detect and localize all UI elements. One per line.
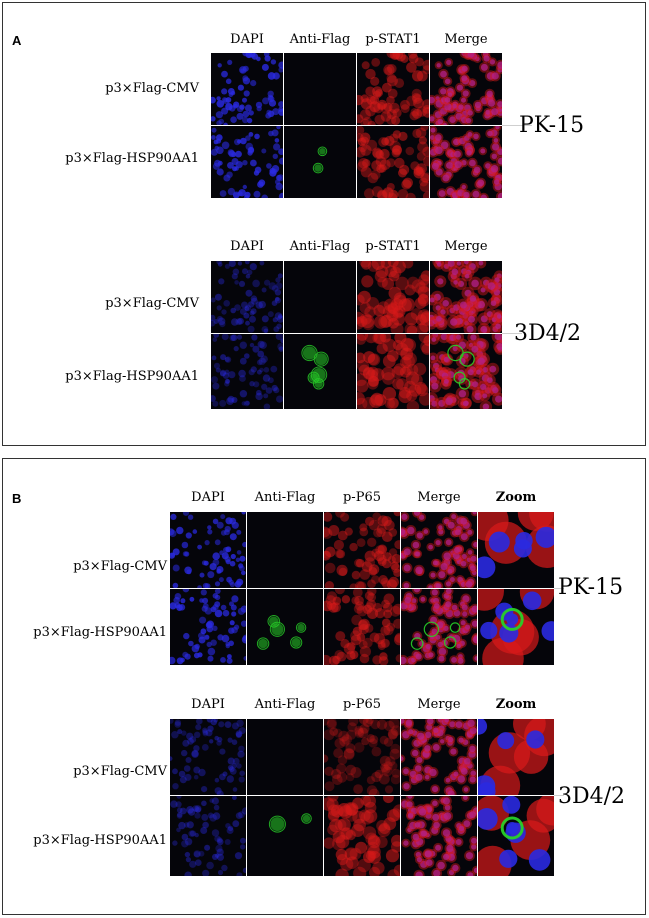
col-header-merge: Merge bbox=[417, 490, 461, 505]
micrograph-anti-flag bbox=[284, 53, 356, 125]
col-header-p-p65: p-P65 bbox=[342, 697, 381, 712]
col-header-dapi: DAPI bbox=[191, 697, 225, 712]
micrograph-anti-flag bbox=[247, 796, 323, 876]
micrograph-anti-flag bbox=[247, 589, 323, 665]
row-label-hsp90aa1: p3×Flag-HSP90AA1 bbox=[33, 625, 167, 640]
micrograph-dapi bbox=[211, 334, 283, 409]
col-header-zoom: Zoom bbox=[495, 490, 537, 505]
micrograph-p-stat1 bbox=[357, 53, 429, 125]
micrograph-merge bbox=[401, 589, 477, 665]
micrograph-zoom bbox=[478, 719, 554, 795]
col-header-dapi: DAPI bbox=[230, 32, 264, 47]
col-header-anti-flag: Anti-Flag bbox=[289, 32, 351, 47]
cell-line-label-pk15: PK-15 bbox=[558, 575, 624, 600]
row-label-cmv: p3×Flag-CMV bbox=[105, 81, 199, 96]
micrograph-zoom bbox=[478, 589, 554, 665]
col-header-p-p65: p-P65 bbox=[342, 490, 381, 505]
micrograph-p-stat1 bbox=[357, 126, 429, 198]
micrograph-p-p65 bbox=[324, 589, 400, 665]
col-header-zoom: Zoom bbox=[495, 697, 537, 712]
row-label-cmv: p3×Flag-CMV bbox=[73, 764, 167, 779]
row-label-cmv: p3×Flag-CMV bbox=[73, 559, 167, 574]
col-header-anti-flag: Anti-Flag bbox=[254, 697, 316, 712]
micrograph-merge bbox=[430, 261, 502, 333]
micrograph-p-p65 bbox=[324, 796, 400, 876]
micrograph-dapi bbox=[170, 796, 246, 876]
divider-line bbox=[554, 795, 564, 796]
panel-b: B DAPI Anti-Flag p-P65 Merge Zoom p3×Fla… bbox=[2, 458, 646, 915]
cell-line-label-3d4-2: 3D4/2 bbox=[514, 321, 582, 346]
micrograph-dapi bbox=[170, 719, 246, 795]
panel-a: A DAPI Anti-Flag p-STAT1 Merge p3×Flag-C… bbox=[2, 2, 646, 446]
micrograph-anti-flag bbox=[284, 126, 356, 198]
micrograph-zoom bbox=[478, 796, 554, 876]
cell-line-label-3d4-2: 3D4/2 bbox=[558, 784, 626, 809]
micrograph-dapi bbox=[170, 589, 246, 665]
divider-line bbox=[554, 588, 564, 589]
micrograph-p-stat1 bbox=[357, 261, 429, 333]
micrograph-dapi bbox=[170, 512, 246, 588]
micrograph-dapi bbox=[211, 53, 283, 125]
col-header-dapi: DAPI bbox=[230, 239, 264, 254]
micrograph-merge bbox=[430, 126, 502, 198]
col-header-p-stat1: p-STAT1 bbox=[365, 32, 421, 47]
micrograph-p-p65 bbox=[324, 719, 400, 795]
panel-label-b: B bbox=[12, 491, 22, 506]
micrograph-anti-flag bbox=[247, 719, 323, 795]
micrograph-p-stat1 bbox=[357, 334, 429, 409]
micrograph-anti-flag bbox=[247, 512, 323, 588]
micrograph-merge bbox=[401, 719, 477, 795]
micrograph-p-p65 bbox=[324, 512, 400, 588]
divider-line bbox=[502, 333, 522, 334]
row-label-cmv: p3×Flag-CMV bbox=[105, 296, 199, 311]
panel-label-a: A bbox=[12, 33, 22, 48]
micrograph-zoom bbox=[478, 512, 554, 588]
micrograph-anti-flag bbox=[284, 334, 356, 409]
row-label-hsp90aa1: p3×Flag-HSP90AA1 bbox=[65, 369, 199, 384]
micrograph-dapi bbox=[211, 126, 283, 198]
row-label-hsp90aa1: p3×Flag-HSP90AA1 bbox=[33, 833, 167, 848]
col-header-merge: Merge bbox=[444, 32, 488, 47]
col-header-dapi: DAPI bbox=[191, 490, 225, 505]
micrograph-merge bbox=[430, 53, 502, 125]
row-label-hsp90aa1: p3×Flag-HSP90AA1 bbox=[65, 151, 199, 166]
micrograph-merge bbox=[430, 334, 502, 409]
col-header-anti-flag: Anti-Flag bbox=[289, 239, 351, 254]
divider-line bbox=[502, 125, 532, 126]
micrograph-anti-flag bbox=[284, 261, 356, 333]
cell-line-label-pk15: PK-15 bbox=[519, 113, 585, 138]
micrograph-merge bbox=[401, 796, 477, 876]
col-header-merge: Merge bbox=[444, 239, 488, 254]
col-header-anti-flag: Anti-Flag bbox=[254, 490, 316, 505]
col-header-p-stat1: p-STAT1 bbox=[365, 239, 421, 254]
micrograph-merge bbox=[401, 512, 477, 588]
col-header-merge: Merge bbox=[417, 697, 461, 712]
micrograph-dapi bbox=[211, 261, 283, 333]
